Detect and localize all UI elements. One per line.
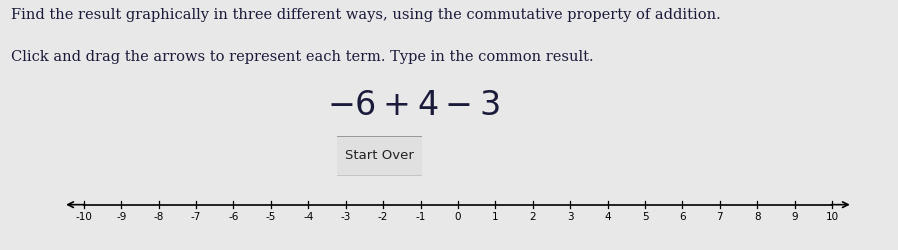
Text: 3: 3 — [567, 212, 574, 222]
Text: -8: -8 — [154, 212, 163, 222]
Text: $-6+4-3$: $-6+4-3$ — [327, 90, 499, 122]
Text: -9: -9 — [116, 212, 127, 222]
Text: 1: 1 — [492, 212, 498, 222]
Text: 4: 4 — [604, 212, 611, 222]
Text: 10: 10 — [825, 212, 839, 222]
Text: Click and drag the arrows to represent each term. Type in the common result.: Click and drag the arrows to represent e… — [11, 50, 594, 64]
Text: 6: 6 — [679, 212, 686, 222]
Text: -1: -1 — [416, 212, 426, 222]
Text: -7: -7 — [191, 212, 201, 222]
Text: 9: 9 — [791, 212, 798, 222]
Text: 2: 2 — [530, 212, 536, 222]
FancyBboxPatch shape — [332, 136, 427, 176]
Text: -10: -10 — [75, 212, 92, 222]
Text: 5: 5 — [642, 212, 648, 222]
Text: -2: -2 — [378, 212, 388, 222]
Text: -5: -5 — [266, 212, 276, 222]
Text: -6: -6 — [228, 212, 239, 222]
Text: 7: 7 — [717, 212, 723, 222]
Text: Start Over: Start Over — [345, 149, 414, 162]
Text: 0: 0 — [454, 212, 462, 222]
Text: -3: -3 — [340, 212, 351, 222]
Text: Find the result graphically in three different ways, using the commutative prope: Find the result graphically in three dif… — [11, 8, 720, 22]
Text: -4: -4 — [304, 212, 313, 222]
Text: 8: 8 — [754, 212, 761, 222]
